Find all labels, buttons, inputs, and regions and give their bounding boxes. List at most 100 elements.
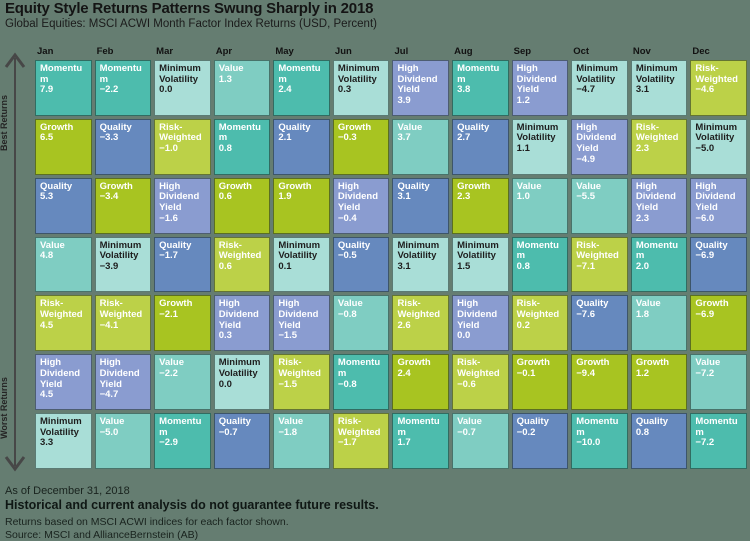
- factor-cell: Growth 0.6: [213, 177, 271, 234]
- factor-cell: Growth 6.5: [35, 118, 92, 175]
- factor-value: −0.6: [457, 378, 476, 390]
- factor-name: Quality: [397, 180, 430, 192]
- month-label: Mar: [156, 46, 174, 57]
- factor-cell: Minimum Volatility 0.0: [154, 60, 211, 116]
- factor-value: −0.4: [337, 212, 357, 224]
- factor-value: −6.0: [695, 212, 715, 224]
- factor-cell: Momentum −2.9: [154, 413, 211, 469]
- factor-value: −0.3: [337, 132, 357, 144]
- factor-name: Quality: [635, 416, 669, 428]
- factor-value: 3.3: [40, 437, 54, 449]
- factor-cell: Value −7.2: [690, 354, 747, 411]
- factor-cell: Value 4.8: [35, 236, 92, 293]
- factor-cell: Risk-Weighted 0.2: [511, 295, 569, 352]
- factor-name: Minimum Volatility: [397, 239, 440, 262]
- factor-value: −3.3: [99, 132, 119, 144]
- factor-value: −7.6: [576, 309, 595, 321]
- factor-cell: Value −0.8: [332, 295, 390, 352]
- factor-cell: Growth 1.2: [630, 354, 688, 411]
- factor-name: High Dividend Yield: [695, 180, 736, 213]
- factor-cell: Growth −2.1: [154, 295, 211, 352]
- factor-name: Growth: [337, 121, 372, 133]
- factor-cell: Quality −3.3: [94, 118, 152, 175]
- factor-cell: High Dividend Yield 4.5: [35, 354, 92, 411]
- factor-value: 1.7: [397, 437, 411, 449]
- factor-cell: Quality −0.5: [332, 236, 390, 293]
- factor-name: Minimum Volatility: [40, 416, 82, 438]
- factor-name: Risk-Weighted: [40, 298, 83, 321]
- factor-value: −2.2: [159, 367, 178, 379]
- factor-cell: Minimum Volatility 1.5: [452, 236, 509, 293]
- month-label: Jun: [334, 46, 352, 57]
- factor-name: High Dividend Yield: [635, 180, 676, 213]
- factor-value: −4.9: [576, 153, 595, 165]
- factor-value: 2.4: [278, 84, 292, 96]
- factor-cell: Quality −0.2: [511, 413, 569, 469]
- factor-value: 3.1: [397, 260, 411, 272]
- factor-cell: Risk-Weighted 2.3: [630, 118, 688, 175]
- factor-cell: Quality 0.8: [630, 413, 688, 469]
- factor-cell: Minimum Volatility −3.9: [94, 236, 152, 293]
- factor-cell: Risk-Weighted −1.5: [273, 354, 330, 411]
- factor-value: 1.0: [516, 191, 530, 203]
- factor-name: Growth: [278, 180, 312, 192]
- factor-cell: Quality −6.9: [690, 236, 747, 293]
- factor-name: Quality: [457, 121, 490, 133]
- factor-name: Value: [337, 298, 363, 310]
- factor-value: 0.3: [337, 84, 352, 96]
- factor-value: −1.7: [337, 437, 357, 449]
- factor-value: −1.8: [278, 426, 298, 438]
- factor-value: −0.1: [516, 367, 536, 379]
- factor-value: −0.5: [337, 250, 357, 262]
- factor-cell: Risk-Weighted 4.5: [35, 295, 92, 352]
- factor-value: −4.7: [576, 84, 595, 96]
- factor-cell: High Dividend Yield 3.9: [392, 60, 450, 116]
- month-label: Apr: [215, 46, 233, 57]
- factor-cell: Growth −0.1: [511, 354, 569, 411]
- factor-value: 4.8: [40, 250, 54, 262]
- factor-name: Growth: [635, 357, 670, 369]
- factor-name: Value: [99, 416, 125, 428]
- factor-value: −1.5: [278, 378, 298, 390]
- factor-cell: Risk-Weighted −0.6: [452, 354, 509, 411]
- factor-value: 2.6: [397, 319, 411, 331]
- factor-name: Minimum Volatility: [576, 63, 618, 85]
- factor-name: Momentum: [695, 416, 738, 438]
- factor-name: Risk-Weighted: [516, 298, 560, 321]
- factor-value: −0.8: [337, 309, 357, 321]
- factor-value: 2.1: [278, 132, 292, 144]
- factor-name: Growth: [99, 180, 133, 192]
- factor-name: Risk-Weighted: [695, 63, 738, 85]
- factor-value: −7.2: [695, 437, 715, 449]
- page-title: Equity Style Returns Patterns Swung Shar…: [5, 0, 374, 17]
- factor-name: High Dividend Yield: [457, 298, 498, 331]
- factor-cell: High Dividend Yield −4.7: [94, 354, 152, 411]
- factor-value: 2.7: [457, 132, 471, 144]
- month-label: Oct: [573, 46, 590, 57]
- factor-name: Minimum Volatility: [695, 121, 738, 144]
- factor-name: Momentum: [218, 121, 261, 144]
- factor-cell: Minimum Volatility 0.0: [213, 354, 271, 411]
- factor-name: Minimum Volatility: [159, 63, 201, 85]
- factor-value: 3.1: [397, 191, 411, 203]
- factor-name: Minimum Volatility: [278, 239, 321, 262]
- factor-value: −1.5: [278, 330, 298, 342]
- factor-name: Minimum Volatility: [635, 63, 678, 85]
- factor-name: Momentum: [457, 63, 500, 85]
- factor-value: 3.1: [635, 84, 650, 96]
- factor-value: 0.0: [457, 330, 471, 342]
- source-line: Source: MSCI and AllianceBernstein (AB): [5, 529, 199, 541]
- factor-cell: Minimum Volatility −4.7: [571, 60, 628, 116]
- factor-cell: High Dividend Yield −0.4: [332, 177, 390, 234]
- factor-value: −4.6: [695, 84, 715, 96]
- factor-name: Growth: [695, 298, 729, 310]
- factor-name: High Dividend Yield: [516, 63, 557, 96]
- factor-name: High Dividend Yield: [218, 298, 259, 331]
- factor-cell: Risk-Weighted −1.0: [154, 118, 211, 175]
- factor-value: 0.8: [635, 426, 650, 438]
- factor-name: Momentum: [516, 239, 559, 262]
- factor-value: −2.9: [159, 437, 178, 449]
- factor-name: Value: [635, 298, 661, 310]
- factor-value: −10.0: [576, 437, 601, 449]
- factor-name: High Dividend Yield: [576, 121, 617, 155]
